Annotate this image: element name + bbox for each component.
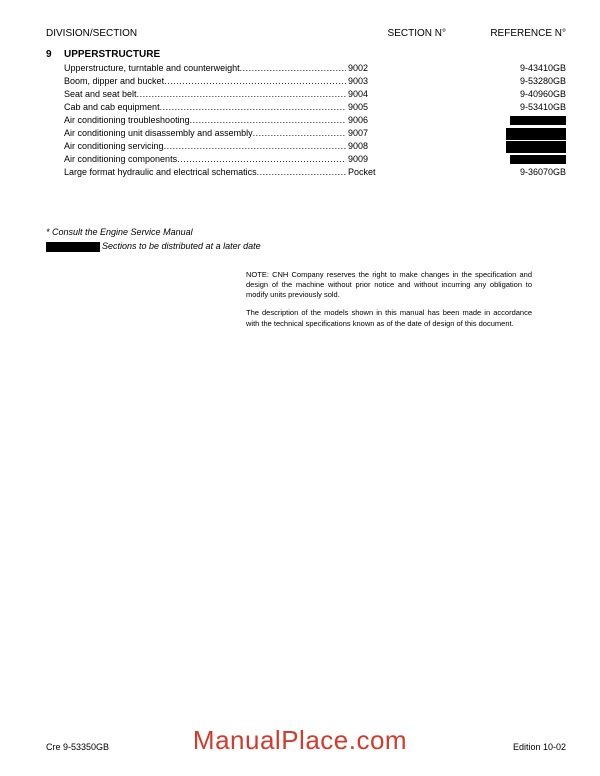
toc-row: Air conditioning unit disassembly and as… (64, 127, 566, 140)
toc-title: Air conditioning troubleshooting (64, 114, 346, 127)
toc-section-number: Pocket (346, 166, 416, 179)
toc-reference: 9-43410GB (416, 62, 566, 75)
header-reference: REFERENCE N° (446, 28, 566, 39)
toc-row: Boom, dipper and bucket90039-53280GB (64, 75, 566, 88)
redacted-reference (510, 116, 566, 125)
toc-title: Seat and seat belt (64, 88, 346, 101)
toc-reference (416, 153, 566, 166)
toc-section-number: 9003 (346, 75, 416, 88)
toc-reference: 9-53410GB (416, 101, 566, 114)
toc-title: Boom, dipper and bucket (64, 75, 346, 88)
fine-print-block: NOTE: CNH Company reserves the right to … (246, 270, 532, 329)
toc-title: Air conditioning servicing (64, 140, 346, 153)
toc-row: Air conditioning components9009 (64, 153, 566, 166)
table-header: DIVISION/SECTION SECTION N° REFERENCE N° (46, 28, 566, 39)
note-consult: * Consult the Engine Service Manual (46, 227, 566, 237)
toc-title: Air conditioning components (64, 153, 346, 166)
redacted-reference (510, 155, 566, 164)
toc-section-number: 9002 (346, 62, 416, 75)
toc-reference: 9-40960GB (416, 88, 566, 101)
footer-left: Cre 9-53350GB (46, 742, 109, 752)
toc-reference (416, 140, 566, 153)
toc-reference: 9-36070GB (416, 166, 566, 179)
toc-row: Seat and seat belt90049-40960GB (64, 88, 566, 101)
toc-title: Air conditioning unit disassembly and as… (64, 127, 346, 140)
note-suffix: Sections to be distributed at a later da… (102, 241, 261, 251)
toc-title: Large format hydraulic and electrical sc… (64, 166, 346, 179)
section-number: 9 (46, 49, 64, 60)
fineprint-p1: NOTE: CNH Company reserves the right to … (246, 270, 532, 300)
toc-reference: 9-53280GB (416, 75, 566, 88)
redacted-reference (506, 128, 566, 140)
fineprint-p2: The description of the models shown in t… (246, 308, 532, 328)
toc-reference (416, 114, 566, 127)
toc-title: Cab and cab equipment (64, 101, 346, 114)
toc-row: Air conditioning servicing9008 (64, 140, 566, 153)
redacted-reference (506, 141, 566, 153)
footer-right: Edition 10-02 (513, 742, 566, 752)
section-heading: UPPERSTRUCTURE (64, 49, 160, 60)
notes-block: * Consult the Engine Service Manual Sect… (46, 227, 566, 252)
note-distributed: Sections to be distributed at a later da… (46, 241, 566, 252)
toc-section-number: 9008 (346, 140, 416, 153)
toc-section-number: 9004 (346, 88, 416, 101)
toc-list: Upperstructure, turntable and counterwei… (46, 62, 566, 179)
toc-section-number: 9009 (346, 153, 416, 166)
section-title-row: 9 UPPERSTRUCTURE (46, 49, 566, 60)
header-section: SECTION N° (346, 28, 446, 39)
redacted-box (46, 242, 100, 252)
page-footer: Cre 9-53350GB Edition 10-02 (46, 742, 566, 752)
toc-row: Air conditioning troubleshooting9006 (64, 114, 566, 127)
toc-section-number: 9006 (346, 114, 416, 127)
toc-reference (416, 127, 566, 140)
toc-title: Upperstructure, turntable and counterwei… (64, 62, 346, 75)
toc-row: Large format hydraulic and electrical sc… (64, 166, 566, 179)
toc-row: Cab and cab equipment90059-53410GB (64, 101, 566, 114)
header-division: DIVISION/SECTION (46, 28, 346, 39)
toc-section-number: 9005 (346, 101, 416, 114)
toc-section-number: 9007 (346, 127, 416, 140)
toc-row: Upperstructure, turntable and counterwei… (64, 62, 566, 75)
